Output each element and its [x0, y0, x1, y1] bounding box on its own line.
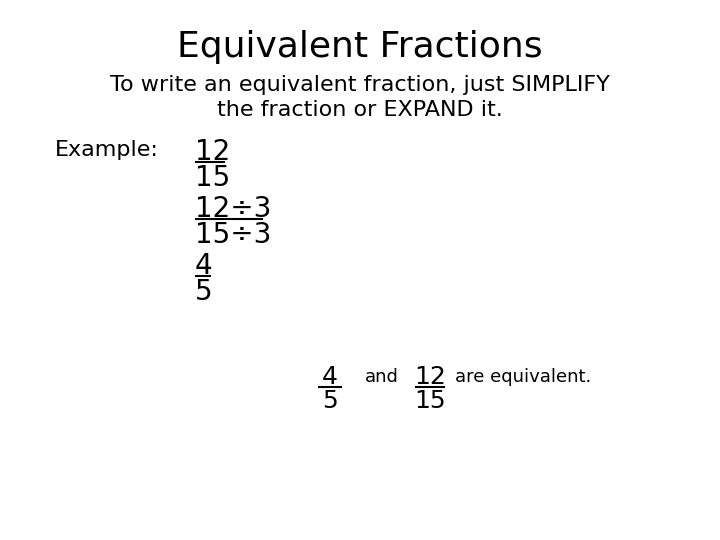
Text: 12: 12 [195, 138, 230, 166]
Text: are equivalent.: are equivalent. [455, 368, 591, 386]
Text: 5: 5 [322, 389, 338, 413]
Text: 12÷3: 12÷3 [195, 195, 271, 223]
Text: the fraction or EXPAND it.: the fraction or EXPAND it. [217, 100, 503, 120]
Text: and: and [365, 368, 399, 386]
Text: Equivalent Fractions: Equivalent Fractions [177, 30, 543, 64]
Text: 4: 4 [322, 365, 338, 389]
Text: To write an equivalent fraction, just SIMPLIFY: To write an equivalent fraction, just SI… [110, 75, 610, 95]
Text: 15÷3: 15÷3 [195, 221, 271, 249]
Text: 5: 5 [195, 278, 212, 306]
Text: 4: 4 [195, 252, 212, 280]
Text: 15: 15 [414, 389, 446, 413]
Text: Example:: Example: [55, 140, 159, 160]
Text: 12: 12 [414, 365, 446, 389]
Text: 15: 15 [195, 164, 230, 192]
